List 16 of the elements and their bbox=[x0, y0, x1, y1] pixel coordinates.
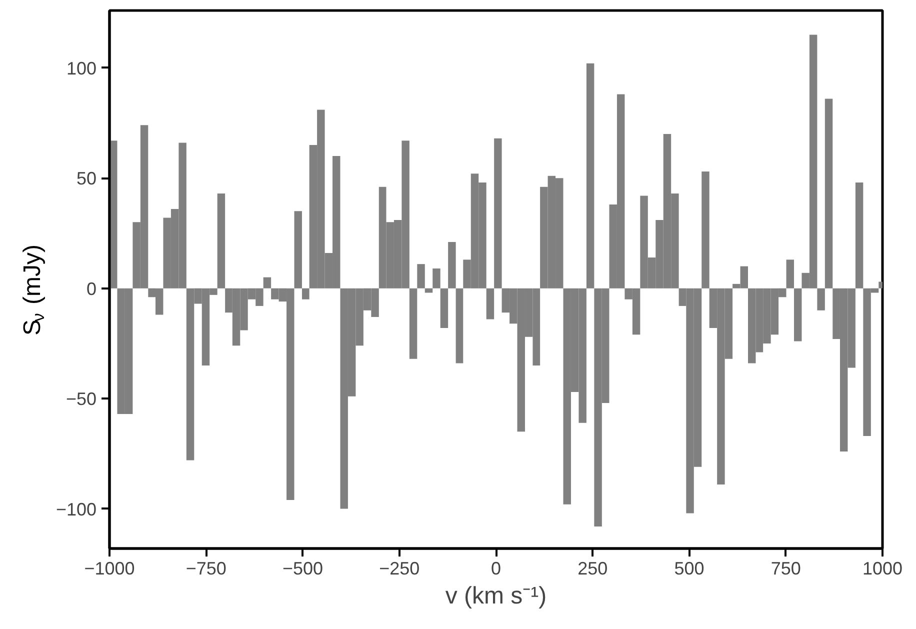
x-tick-label: −500 bbox=[282, 558, 324, 578]
x-tick-label: −1000 bbox=[84, 558, 135, 578]
x-tick-label: −250 bbox=[379, 558, 420, 578]
x-tick-label: 250 bbox=[578, 558, 608, 578]
x-tick-label: −750 bbox=[186, 558, 226, 578]
x-tick-label: 500 bbox=[674, 558, 704, 578]
y-tick-label: 50 bbox=[76, 168, 97, 189]
x-axis-title: v (km s⁻¹) bbox=[445, 582, 547, 610]
y-tick-label: 0 bbox=[86, 278, 97, 299]
y-tick-label: −50 bbox=[66, 389, 97, 410]
x-tick-label: 0 bbox=[490, 558, 502, 578]
x-tick-label: 750 bbox=[770, 558, 801, 578]
y-tick-label: −100 bbox=[56, 499, 97, 520]
y-axis-title: Sν (mJy) bbox=[19, 244, 48, 336]
y-tick-label: 100 bbox=[66, 58, 97, 78]
x-tick-label: 1000 bbox=[862, 558, 903, 578]
